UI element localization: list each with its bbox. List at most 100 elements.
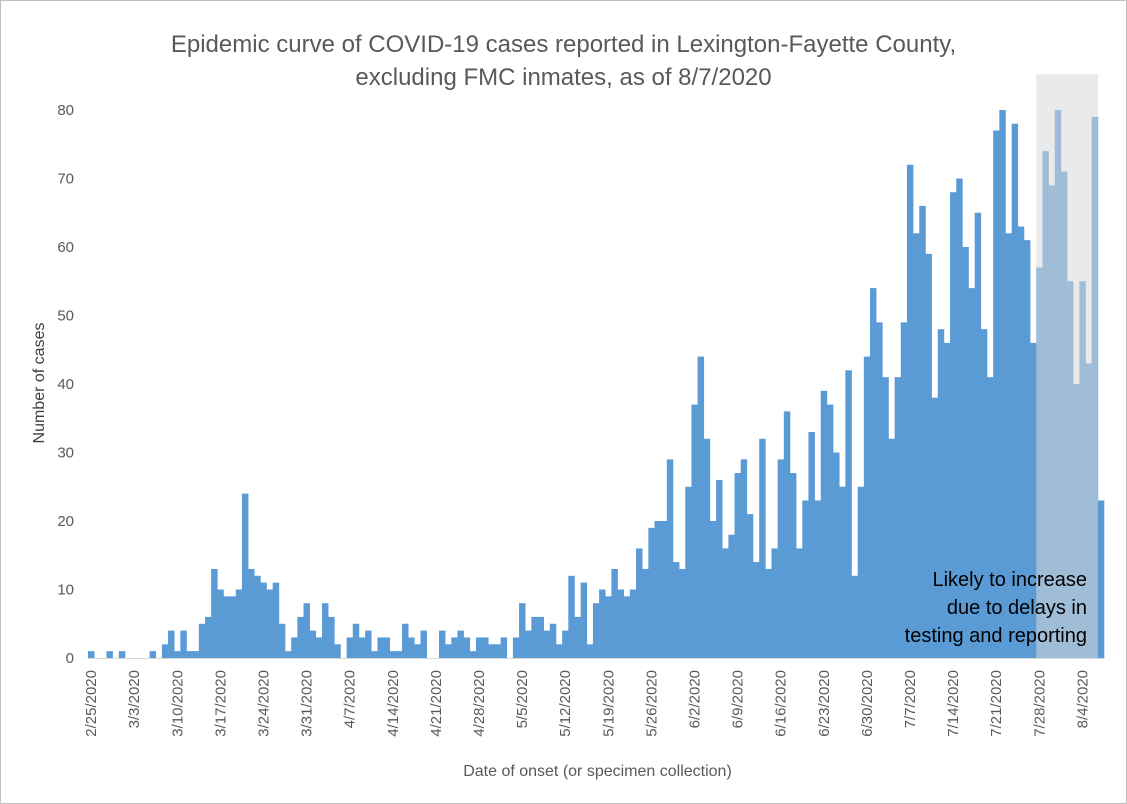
y-tick-label: 10 xyxy=(57,582,74,599)
bar xyxy=(192,651,200,658)
bar xyxy=(549,623,557,658)
bar xyxy=(402,623,409,658)
x-tick-label: 7/14/2020 xyxy=(945,670,962,737)
bar xyxy=(777,459,785,658)
x-tick-label: 4/28/2020 xyxy=(471,670,488,737)
bar xyxy=(106,651,113,658)
bar xyxy=(309,630,317,658)
x-tick-label: 3/10/2020 xyxy=(169,670,186,737)
bar xyxy=(697,356,705,658)
annotation-line: testing and reporting xyxy=(904,625,1087,647)
bar xyxy=(383,637,391,658)
bar xyxy=(999,110,1006,658)
bar xyxy=(833,452,840,658)
bar xyxy=(321,603,329,658)
bar xyxy=(285,651,292,658)
x-tick-label: 5/5/2020 xyxy=(514,670,531,728)
bar xyxy=(223,596,230,658)
x-tick-label: 6/30/2020 xyxy=(859,670,876,737)
bar xyxy=(956,178,963,658)
bar xyxy=(654,521,661,658)
bar xyxy=(149,651,157,658)
y-tick-label: 70 xyxy=(57,171,74,188)
bar xyxy=(913,233,920,659)
x-tick-label: 5/26/2020 xyxy=(643,670,660,737)
bar xyxy=(882,377,889,658)
bar xyxy=(248,568,255,658)
y-tick-label: 80 xyxy=(57,102,74,119)
bar xyxy=(272,582,280,658)
y-tick-label: 50 xyxy=(57,308,74,325)
bar xyxy=(987,377,994,658)
bar xyxy=(722,548,729,658)
bar xyxy=(377,637,384,658)
bar xyxy=(740,459,748,658)
bar xyxy=(660,521,668,658)
bar xyxy=(586,644,594,658)
bar xyxy=(950,192,957,658)
y-axis-label: Number of cases xyxy=(31,322,48,444)
bar xyxy=(438,630,446,658)
bar xyxy=(451,637,458,658)
bar xyxy=(943,342,951,658)
x-tick-label: 4/7/2020 xyxy=(342,670,359,728)
bar xyxy=(389,651,397,658)
bar xyxy=(408,637,415,658)
bar xyxy=(315,637,323,658)
y-tick-label: 0 xyxy=(66,650,74,667)
bar xyxy=(611,568,618,658)
bar xyxy=(266,589,274,658)
bar xyxy=(346,637,354,658)
bar xyxy=(1097,500,1105,658)
bar xyxy=(512,637,520,658)
bar xyxy=(691,404,698,658)
bar xyxy=(648,527,655,658)
bar xyxy=(789,473,797,658)
bar xyxy=(260,582,267,658)
bar xyxy=(826,404,834,658)
bar xyxy=(851,575,858,658)
x-tick-label: 7/7/2020 xyxy=(902,670,919,728)
bar xyxy=(783,411,791,658)
bar xyxy=(574,616,581,658)
bar xyxy=(642,568,649,658)
bar xyxy=(161,644,169,658)
bar xyxy=(365,630,372,658)
bar xyxy=(894,377,902,658)
bar xyxy=(796,548,803,658)
bar xyxy=(334,644,341,658)
x-tick-label: 6/23/2020 xyxy=(816,670,833,737)
bar xyxy=(974,212,982,658)
bar xyxy=(1005,233,1012,659)
y-tick-label: 20 xyxy=(57,513,74,530)
bar xyxy=(870,288,877,658)
bar xyxy=(937,329,945,658)
delay-annotation: Likely to increase due to delays in test… xyxy=(905,566,1087,650)
bar xyxy=(962,247,969,658)
bar xyxy=(746,514,754,658)
bar xyxy=(568,575,575,658)
bar xyxy=(617,589,625,658)
bar xyxy=(235,589,243,658)
bar xyxy=(297,616,304,658)
bar xyxy=(679,568,686,658)
bar xyxy=(303,603,310,658)
bar xyxy=(599,589,606,658)
x-tick-label: 3/24/2020 xyxy=(256,670,273,737)
bar xyxy=(919,205,926,658)
bar xyxy=(543,630,551,658)
bar xyxy=(931,397,939,658)
bar xyxy=(857,486,865,658)
x-tick-label: 6/9/2020 xyxy=(730,670,747,728)
bar xyxy=(500,637,508,658)
bar xyxy=(371,651,378,658)
chart-title-line-2: excluding FMC inmates, as of 8/7/2020 xyxy=(355,64,772,91)
bar xyxy=(672,562,680,658)
x-tick-label: 3/3/2020 xyxy=(126,670,143,728)
x-tick-label: 2/25/2020 xyxy=(83,670,100,737)
bar xyxy=(629,589,637,658)
y-tick-label: 60 xyxy=(57,239,74,256)
bar xyxy=(229,596,237,658)
bar xyxy=(709,521,717,658)
x-axis-label: Date of onset (or specimen collection) xyxy=(463,763,732,780)
